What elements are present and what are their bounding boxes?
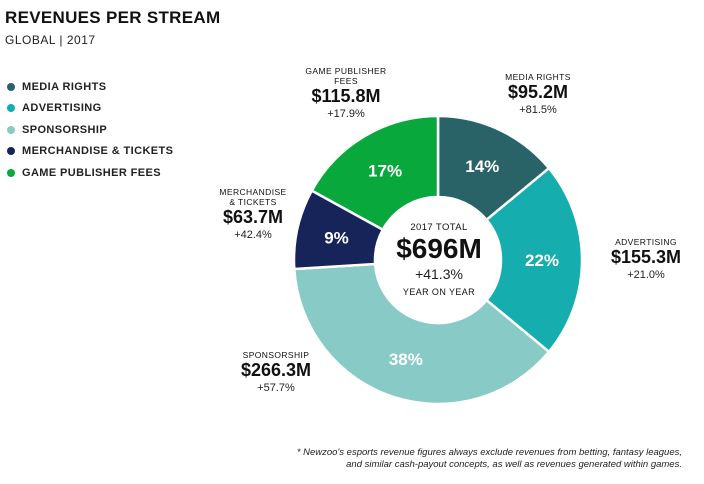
center-total-growth: +41.3% — [415, 266, 463, 282]
footnote-line-1: * Newzoo's esports revenue figures alway… — [296, 447, 682, 458]
segment-growth: +21.0% — [627, 269, 665, 281]
segment-growth: +17.9% — [327, 108, 365, 120]
legend-swatch-advertising — [7, 104, 15, 113]
center-total: 2017 TOTAL $696M +41.3% YEAR ON YEAR — [379, 222, 499, 297]
segment-label-media-rights: MEDIA RIGHTS $95.2M +81.5% — [490, 72, 586, 117]
segment-label-merchandise-tickets: MERCHANDISE & TICKETS $63.7M +42.4% — [206, 187, 300, 242]
segment-value: $95.2M — [507, 82, 569, 102]
legend-label: GAME PUBLISHER FEES — [22, 166, 162, 179]
legend-item-merchandise-tickets: MERCHANDISE & TICKETS — [7, 141, 173, 163]
legend-item-advertising: ADVERTISING — [7, 98, 173, 120]
legend-swatch-game-publisher-fees — [7, 168, 15, 177]
legend-swatch-merchandise-tickets — [7, 147, 15, 156]
legend-item-game-publisher-fees: GAME PUBLISHER FEES — [7, 162, 173, 184]
segment-label-game-publisher-fees: GAME PUBLISHER FEES $115.8M +17.9% — [296, 66, 396, 121]
segment-growth: +81.5% — [519, 104, 557, 116]
donut-hole — [375, 197, 501, 323]
slice-percent-label-media-rights: 14% — [465, 157, 499, 176]
segment-value: $115.8M — [311, 86, 381, 106]
segment-growth: +42.4% — [234, 229, 272, 241]
segment-name-line2: FEES — [334, 76, 358, 86]
legend-label: SPONSORSHIP — [22, 123, 108, 136]
legend-label: MEDIA RIGHTS — [22, 80, 107, 93]
center-total-label: 2017 TOTAL — [410, 222, 468, 233]
slice-percent-label-merchandise-tickets: 9% — [324, 228, 349, 247]
segment-label-sponsorship: SPONSORSHIP $266.3M +57.7% — [224, 350, 328, 395]
legend-item-sponsorship: SPONSORSHIP — [7, 119, 173, 141]
segment-value: $266.3M — [240, 360, 312, 380]
legend-item-media-rights: MEDIA RIGHTS — [7, 76, 173, 98]
legend-label: MERCHANDISE & TICKETS — [22, 145, 174, 158]
slice-percent-label-sponsorship: 38% — [389, 350, 423, 369]
legend-swatch-media-rights — [7, 82, 15, 91]
segment-label-advertising: ADVERTISING $155.3M +21.0% — [596, 237, 696, 282]
segment-name-line1: GAME PUBLISHER — [305, 66, 387, 76]
chart-subtitle: GLOBAL | 2017 — [5, 33, 96, 47]
legend: MEDIA RIGHTS ADVERTISING SPONSORSHIP MER… — [7, 76, 173, 184]
legend-label: ADVERTISING — [22, 102, 102, 115]
segment-name: MEDIA RIGHTS — [505, 72, 571, 82]
footnote-line-2: and similar cash-payout concepts, as wel… — [346, 459, 682, 470]
segment-name: ADVERTISING — [615, 237, 677, 247]
chart-title: REVENUES PER STREAM — [5, 8, 221, 27]
slice-percent-label-game-publisher-fees: 17% — [368, 161, 402, 180]
segment-value: $155.3M — [610, 247, 682, 267]
center-total-sub: YEAR ON YEAR — [402, 287, 476, 297]
slice-percent-label-advertising: 22% — [525, 251, 559, 270]
segment-value: $63.7M — [222, 207, 284, 227]
center-total-value: $696M — [396, 233, 482, 264]
segment-name-line1: MERCHANDISE — [219, 187, 287, 197]
legend-swatch-sponsorship — [7, 125, 15, 134]
segment-name: SPONSORSHIP — [242, 350, 310, 360]
segment-growth: +57.7% — [257, 382, 295, 394]
segment-name-line2: & TICKETS — [229, 197, 277, 207]
footnote: * Newzoo's esports revenue figures alway… — [222, 447, 682, 471]
